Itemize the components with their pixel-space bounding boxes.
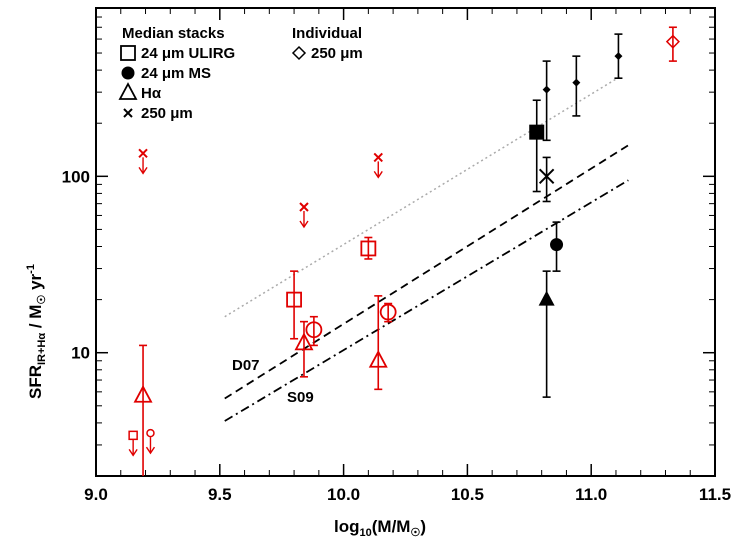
plot-frame (95, 7, 716, 477)
plot-layer: 9.0 9.5 10.0 10.5 11.0 11.5 10 100 D07 S09 (62, 7, 731, 504)
data-point-open-triangle (133, 384, 153, 403)
legend-right-title: Individual (292, 25, 362, 42)
data-point-cross (373, 152, 383, 163)
upper-limit-arrowhead (373, 171, 383, 179)
legend-left-label: 24 μm ULIRG (141, 45, 235, 62)
data-point-filled-diamond (614, 52, 623, 61)
y-label-unit: yr (26, 273, 45, 294)
data-point-filled-triangle (538, 290, 555, 306)
x-label-sub: 10 (360, 527, 372, 539)
upper-limit-arrowhead (128, 448, 138, 457)
data-point-open-square (360, 240, 377, 257)
y-label-rest: / M (26, 305, 45, 333)
legend-left-label: 24 μm MS (141, 65, 211, 82)
upper-limit-arrowhead (145, 446, 156, 455)
x-tick-label: 10.5 (451, 485, 484, 504)
data-point-cross (299, 202, 309, 212)
data-point-open-circle (305, 321, 323, 339)
y-label-sup: -1 (25, 264, 37, 274)
data-point-open-diamond (665, 34, 680, 49)
relation-label-d07: D07 (232, 357, 260, 374)
y-axis-title: SFRIR+Hα / M☉ yr-1 (25, 264, 48, 399)
x-tick-label: 11.0 (575, 485, 607, 504)
x-label-rest: (M/M (372, 517, 411, 536)
x-label-sun: ☉ (410, 527, 420, 539)
legend-left-title: Median stacks (122, 25, 225, 42)
y-label-main: SFR (26, 365, 45, 399)
x-tick-label: 9.0 (84, 485, 108, 504)
data-point-open-square-small (128, 430, 138, 441)
data-point-filled-diamond (572, 78, 581, 87)
data-point-open-triangle (294, 332, 314, 351)
legend-marker-open-square (120, 45, 136, 61)
relation-label-s09: S09 (287, 389, 314, 406)
data-point-filled-diamond (542, 85, 551, 94)
legend-left-label: Hα (141, 85, 162, 102)
legend-individual: Individual 250 μm (291, 25, 363, 62)
legend-left-items: 24 μm ULIRG 24 μm MS Hα 250 μm (118, 45, 235, 122)
x-axis-title: log10(M/M☉) (334, 517, 426, 539)
data-point-open-circle-small (146, 428, 155, 438)
data-point-cross-large (538, 168, 555, 185)
data-point-open-triangle (368, 349, 388, 368)
upper-limit-arrowhead (138, 166, 148, 175)
data-point-cross (138, 148, 148, 159)
legend-marker-cross (123, 108, 133, 118)
relation-line-dashed (224, 144, 629, 400)
data-point-open-square (286, 291, 302, 308)
legend-marker-filled-circle (121, 66, 135, 80)
x-tick-label: 11.5 (699, 485, 731, 504)
y-tick-label: 10 (71, 344, 90, 363)
legend-median-stacks: Median stacks 24 μm ULIRG 24 μm MS Hα 250 μ… (118, 25, 235, 122)
legend-left-label: 250 μm (141, 105, 193, 122)
y-tick-label: 100 (62, 167, 90, 186)
relation-line-dashdot (224, 179, 629, 422)
legend-right-label: 250 μm (311, 45, 363, 62)
y-label-sub: IR+Hα (36, 333, 48, 365)
x-tick-label: 10.0 (327, 485, 360, 504)
legend-right-items: 250 μm (291, 45, 363, 62)
upper-limit-arrowhead (299, 220, 309, 229)
relation-line-dotted (224, 75, 622, 318)
y-label-sun: ☉ (36, 295, 48, 305)
x-label-close: ) (420, 517, 426, 536)
x-tick-label: 9.5 (208, 485, 232, 504)
data-point-filled-square (529, 124, 545, 140)
x-label-main: log (334, 517, 360, 536)
legend-marker-open-diamond (291, 45, 307, 61)
data-point-filled-circle (550, 238, 564, 252)
data-point-open-circle (379, 303, 397, 321)
legend-marker-open-triangle (118, 82, 138, 100)
